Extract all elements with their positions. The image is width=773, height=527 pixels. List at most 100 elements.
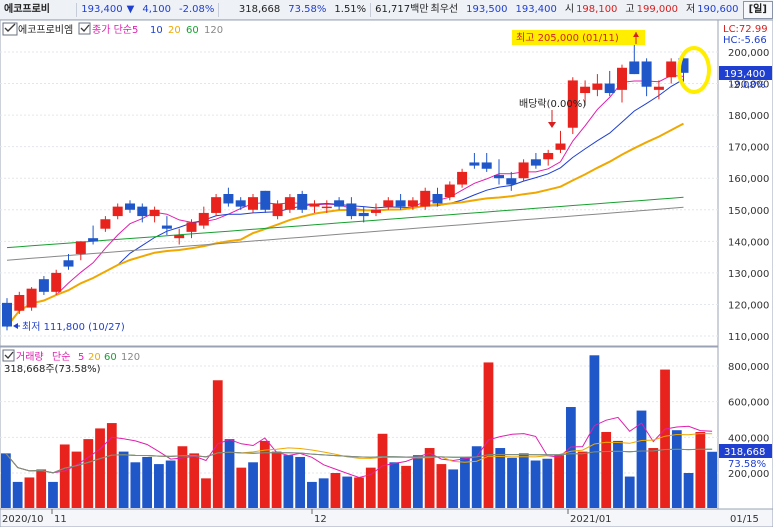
volume-bar bbox=[377, 433, 388, 508]
candle-body bbox=[2, 302, 12, 327]
stock-tag[interactable]: 에코프로비엠 bbox=[18, 24, 73, 36]
x-axis-area bbox=[0, 508, 773, 527]
candle-body bbox=[395, 200, 406, 207]
volume-bar bbox=[1, 453, 11, 508]
volume-bar bbox=[389, 462, 400, 508]
volume-bar bbox=[318, 478, 329, 508]
vma-120-label: 120 bbox=[121, 352, 140, 363]
candle-body bbox=[235, 200, 246, 207]
volume-bar bbox=[518, 453, 529, 508]
volume-bar bbox=[248, 462, 258, 508]
ma-20-line bbox=[6, 122, 684, 328]
high-arrow-head-icon bbox=[633, 32, 639, 37]
candle-body bbox=[334, 200, 345, 207]
date-tick-label: 01/15 bbox=[730, 514, 759, 525]
candle-body bbox=[248, 197, 258, 210]
price-tick-label: 130,000 bbox=[728, 269, 769, 280]
volume-tick-label: 800,000 bbox=[728, 362, 769, 373]
volume-bar bbox=[660, 369, 670, 508]
candle-body bbox=[592, 83, 603, 90]
price-tick-label: 160,000 bbox=[728, 174, 769, 185]
candle-body bbox=[75, 241, 86, 254]
chart-canvas[interactable]: 200,000 190,000 180,000 170,000 160,000 150,0… bbox=[0, 20, 773, 527]
ma-10-label: 10 bbox=[150, 25, 163, 36]
volume-bar bbox=[259, 440, 270, 508]
volume-bar bbox=[401, 465, 411, 508]
volume-bar bbox=[342, 476, 353, 508]
indicator-checkbox[interactable] bbox=[78, 22, 91, 35]
best-bid: 193,400 bbox=[515, 3, 557, 15]
low-price: 190,600 bbox=[697, 3, 739, 15]
volume-bar bbox=[613, 440, 623, 508]
turnover-ratio: 1.51% bbox=[334, 3, 367, 15]
candle-body bbox=[174, 235, 185, 239]
low-label: 저 bbox=[685, 3, 696, 15]
volume-ma-5-line bbox=[5, 416, 713, 479]
candle-body bbox=[100, 219, 111, 229]
volume-tag-pct: 73.58% bbox=[728, 459, 766, 470]
volume-bar bbox=[283, 455, 294, 508]
volume-tick-label: 600,000 bbox=[728, 398, 769, 409]
date-tick-label: 2020/10 bbox=[2, 514, 44, 525]
volume-bar bbox=[59, 444, 70, 508]
price-tick-label: 120,000 bbox=[728, 300, 769, 311]
volume-bar bbox=[554, 455, 564, 508]
volume-tick-label: 200,000 bbox=[728, 469, 769, 480]
candle-body bbox=[297, 194, 308, 210]
volume-bar bbox=[483, 362, 494, 508]
candle-body bbox=[63, 260, 74, 267]
candle-body bbox=[629, 61, 640, 75]
candle-body bbox=[346, 203, 357, 217]
high-label: 고 bbox=[625, 3, 635, 15]
candle-body bbox=[223, 194, 234, 204]
best-ask: 193,500 bbox=[466, 3, 508, 15]
period-button[interactable]: [일] bbox=[742, 0, 773, 19]
volume-bar bbox=[24, 477, 35, 508]
high-note-highlight bbox=[512, 30, 645, 45]
volume-bar bbox=[236, 467, 247, 508]
volume-bar bbox=[412, 455, 423, 508]
candle-body bbox=[137, 206, 148, 217]
price-axis-ticks: 200,000 190,000 180,000 170,000 160,000 150,0… bbox=[728, 48, 769, 343]
volume-bar bbox=[83, 439, 94, 508]
ask-label: 최우선 bbox=[430, 3, 459, 15]
candle-body bbox=[604, 83, 615, 94]
volume-bar bbox=[71, 451, 82, 508]
open-label: 시 bbox=[564, 3, 575, 15]
quote-bar: 에코프로비 193,400 ▼ 4,100 -2.08% 318,668 73.… bbox=[0, 0, 773, 20]
candle-body bbox=[125, 203, 135, 210]
volume-bar bbox=[565, 407, 576, 508]
volume-bar bbox=[12, 481, 23, 508]
y-axis-area bbox=[717, 20, 773, 510]
candle-body bbox=[112, 206, 123, 217]
candle-body bbox=[469, 162, 480, 166]
price-tick-label: 190,000 bbox=[728, 80, 769, 91]
candle-body bbox=[617, 67, 627, 90]
ma-120-label: 120 bbox=[204, 25, 223, 36]
volume-bar bbox=[307, 481, 317, 508]
candle-body bbox=[260, 190, 271, 210]
ma-60-label: 60 bbox=[186, 25, 199, 36]
date-tick-label: 11 bbox=[54, 514, 67, 525]
volume-axis-ticks: 800,000 600,000 400,000 200,000 bbox=[728, 362, 769, 480]
lc-label: LC:72.99 bbox=[723, 24, 768, 35]
low-note: 최저 111,800 (10/27) bbox=[22, 321, 125, 333]
price-change-pct: -2.08% bbox=[178, 3, 215, 15]
candle-body bbox=[186, 222, 197, 232]
volume-checkbox[interactable] bbox=[2, 349, 15, 362]
stock-name[interactable]: 에코프로비 bbox=[4, 3, 50, 15]
vma-60-label: 60 bbox=[104, 352, 117, 363]
hc-label: HC:-5.66 bbox=[723, 35, 767, 46]
candle-body bbox=[444, 184, 455, 198]
volume-tick-label: 400,000 bbox=[728, 433, 769, 444]
high-price: 199,000 bbox=[636, 3, 678, 15]
volume-bar bbox=[683, 473, 694, 508]
candle-body bbox=[383, 200, 394, 207]
candle-body bbox=[14, 294, 25, 311]
volume-bar bbox=[165, 460, 176, 508]
candle-body bbox=[407, 200, 418, 207]
volume-bar bbox=[507, 457, 517, 508]
high-note: 최고 205,000 (01/11) bbox=[516, 32, 619, 44]
check-icon bbox=[4, 23, 16, 32]
candle-body bbox=[420, 190, 431, 207]
